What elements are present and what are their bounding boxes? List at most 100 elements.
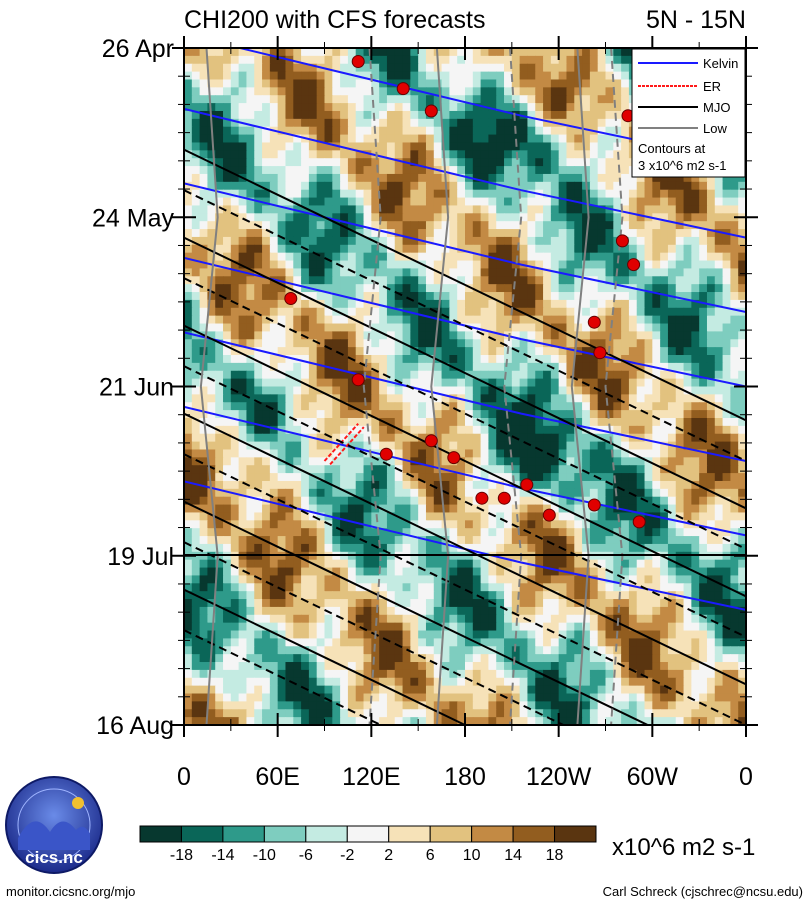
field-cell	[410, 370, 419, 380]
field-cell	[683, 284, 692, 293]
field-cell	[449, 268, 458, 277]
field-cell	[550, 299, 560, 309]
field-cell	[621, 126, 630, 136]
field-cell	[558, 307, 568, 317]
field-cell	[511, 370, 521, 380]
field-cell	[449, 512, 458, 521]
field-cell	[550, 433, 560, 443]
field-cell	[215, 362, 224, 372]
field-cell	[714, 315, 724, 325]
field-cell	[472, 276, 482, 285]
field-cell	[433, 197, 443, 207]
field-cell	[246, 394, 255, 403]
field-cell	[472, 252, 482, 262]
field-cell	[199, 394, 209, 403]
field-cell	[199, 315, 209, 325]
field-cell	[504, 528, 513, 537]
field-cell	[238, 473, 248, 482]
field-cell	[262, 480, 271, 490]
field-cell	[324, 205, 333, 214]
field-cell	[621, 118, 630, 128]
field-cell	[433, 189, 443, 199]
field-cell	[324, 166, 333, 175]
field-cell	[558, 583, 568, 592]
field-cell	[519, 229, 529, 238]
field-cell	[449, 299, 458, 309]
field-cell	[277, 331, 287, 340]
field-cell	[722, 559, 731, 569]
field-cell	[215, 103, 224, 112]
field-cell	[371, 158, 380, 167]
field-cell	[644, 528, 653, 537]
field-cell	[332, 323, 341, 332]
field-cell	[191, 417, 201, 427]
field-cell	[652, 244, 661, 254]
field-cell	[355, 355, 365, 364]
field-cell	[449, 520, 458, 529]
field-cell	[504, 512, 513, 521]
field-cell	[691, 386, 700, 395]
field-cell	[667, 323, 677, 332]
field-cell	[652, 465, 661, 474]
field-cell	[730, 181, 739, 191]
field-cell	[184, 252, 193, 262]
field-cell	[308, 347, 318, 356]
field-cell	[340, 394, 349, 403]
field-cell	[628, 189, 638, 199]
field-cell	[371, 355, 380, 364]
field-cell	[652, 347, 661, 356]
field-cell	[418, 95, 427, 104]
field-cell	[402, 339, 411, 348]
field-cell	[613, 323, 622, 332]
field-cell	[652, 252, 661, 262]
field-cell	[238, 150, 248, 159]
field-cell	[425, 543, 435, 553]
field-cell	[714, 488, 724, 498]
field-cell	[738, 284, 746, 293]
field-cell	[472, 465, 482, 474]
field-cell	[535, 370, 544, 380]
field-cell	[223, 355, 232, 364]
field-cell	[379, 71, 388, 81]
field-cell	[722, 299, 731, 309]
field-cell	[230, 449, 240, 458]
field-cell	[699, 457, 708, 466]
field-cell	[511, 496, 521, 506]
field-cell	[519, 441, 529, 451]
field-cell	[308, 449, 318, 458]
field-cell	[706, 205, 716, 214]
field-cell	[511, 221, 521, 230]
field-cell	[605, 221, 614, 230]
field-cell	[621, 205, 630, 214]
field-cell	[480, 315, 490, 325]
field-cell	[308, 79, 318, 88]
field-cell	[605, 323, 614, 332]
field-cell	[597, 79, 607, 88]
field-cell	[589, 362, 599, 372]
field-cell	[730, 339, 739, 348]
field-cell	[441, 417, 450, 427]
field-cell	[504, 551, 513, 561]
field-cell	[465, 536, 474, 545]
field-cell	[371, 425, 380, 435]
field-cell	[675, 528, 685, 537]
field-cell	[667, 252, 677, 262]
field-cell	[589, 63, 599, 73]
field-cell	[332, 118, 341, 128]
field-cell	[402, 268, 411, 277]
field-cell	[207, 229, 216, 238]
field-cell	[457, 323, 466, 332]
field-cell	[340, 87, 349, 96]
field-cell	[254, 410, 263, 419]
field-cell	[199, 433, 209, 443]
field-cell	[199, 473, 209, 482]
field-cell	[558, 213, 568, 222]
field-cell	[363, 95, 372, 104]
field-cell	[223, 394, 232, 403]
field-cell	[706, 213, 716, 222]
field-cell	[316, 504, 326, 514]
field-cell	[191, 118, 201, 128]
field-cell	[207, 441, 216, 451]
field-cell	[425, 339, 435, 348]
field-cell	[402, 496, 411, 506]
